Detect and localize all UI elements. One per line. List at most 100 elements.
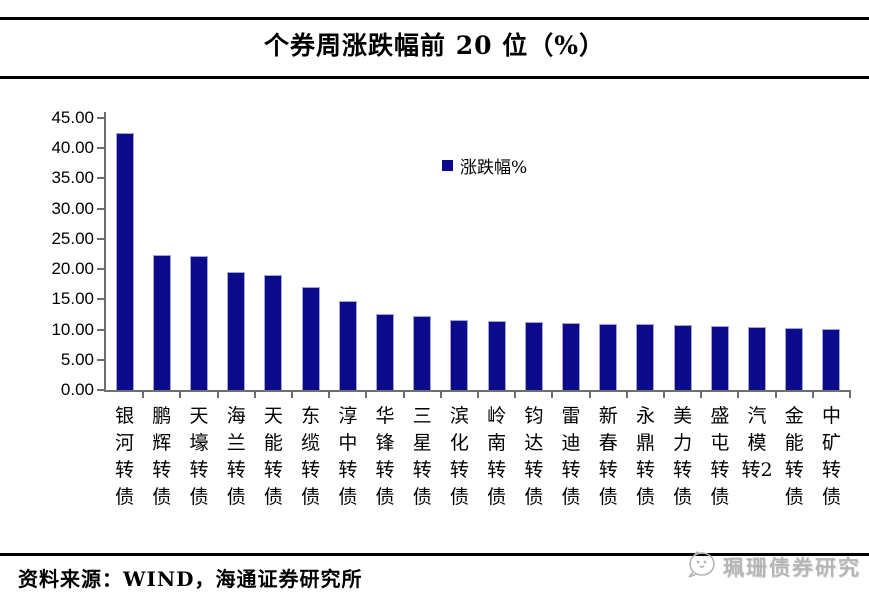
y-tick-label: 25.00 xyxy=(51,228,94,248)
bar-slot xyxy=(515,118,552,390)
bar xyxy=(450,319,469,390)
bar-slot xyxy=(329,118,366,390)
bar xyxy=(822,328,841,390)
bar-slot xyxy=(366,118,403,390)
x-tick-mark xyxy=(625,392,628,398)
category-label: 鹏辉转债 xyxy=(152,405,172,508)
watermark-label: 珮珊债券研究 xyxy=(723,554,861,580)
x-tick-mark xyxy=(291,392,293,398)
bar-slot xyxy=(143,118,180,390)
bar xyxy=(636,324,655,390)
bar xyxy=(338,300,357,390)
x-tick-mark xyxy=(663,392,665,398)
category-label: 雷迪转债 xyxy=(561,405,581,508)
bar-slot xyxy=(590,118,627,390)
bottom-rule xyxy=(0,553,869,556)
y-tick-mark xyxy=(97,207,104,210)
bar xyxy=(785,327,804,390)
plot-area xyxy=(97,112,851,398)
bar-slot xyxy=(404,118,441,390)
bar-series xyxy=(106,118,850,390)
x-tick-mark xyxy=(774,392,777,398)
bar xyxy=(152,254,171,390)
bar-slot xyxy=(441,118,478,390)
y-tick-label: 5.00 xyxy=(60,349,94,369)
y-axis-line xyxy=(104,112,106,392)
source-note: 资料来源：WIND，海通证券研究所 xyxy=(18,567,363,591)
bar xyxy=(524,322,543,390)
y-tick-mark xyxy=(97,298,104,301)
category-label: 新春转债 xyxy=(598,405,618,508)
y-tick-mark xyxy=(97,268,104,271)
x-tick-mark xyxy=(551,392,554,398)
y-tick-mark xyxy=(97,358,104,361)
bar-slot xyxy=(218,118,255,390)
y-tick-label: 40.00 xyxy=(51,138,94,158)
bar-slot xyxy=(180,118,217,390)
bar-slot xyxy=(627,118,664,390)
y-tick-mark xyxy=(97,117,104,119)
bar xyxy=(190,256,208,390)
bar-slot xyxy=(552,118,589,390)
bar-slot xyxy=(292,118,329,390)
category-label: 盛屯转债 xyxy=(710,405,730,508)
category-label: 天壕转债 xyxy=(189,405,209,508)
category-label: 海兰转债 xyxy=(226,405,246,508)
bar-slot xyxy=(776,118,813,390)
y-tick-label: 15.00 xyxy=(51,289,94,309)
x-tick-mark xyxy=(216,392,219,398)
category-label: 永鼎转债 xyxy=(635,405,655,508)
y-axis-labels: 0.00 5.00 10.00 15.00 20.00 25.00 30.00 35.00 40… xyxy=(0,0,94,606)
bar xyxy=(599,323,618,390)
y-tick-mark xyxy=(97,389,104,391)
x-tick-mark xyxy=(811,392,814,398)
title-underline-rule xyxy=(0,76,869,79)
x-tick-mark xyxy=(477,392,479,398)
category-label: 美力转债 xyxy=(673,405,693,508)
x-tick-mark xyxy=(849,392,851,398)
y-tick-mark xyxy=(97,328,104,331)
x-tick-mark xyxy=(142,392,145,398)
x-tick-mark xyxy=(365,392,368,398)
bar-slot xyxy=(701,118,738,390)
bar xyxy=(115,133,134,390)
bar-slot xyxy=(813,118,850,390)
y-tick-label: 45.00 xyxy=(51,108,94,127)
category-label: 三星转债 xyxy=(412,405,432,508)
y-tick-mark xyxy=(97,237,104,240)
category-label: 中矿转债 xyxy=(821,405,841,508)
chart-title: 个券周涨跌幅前 20 位（%） xyxy=(264,31,605,60)
bar-slot xyxy=(478,118,515,390)
legend: 涨跌幅% xyxy=(442,153,527,178)
x-tick-mark xyxy=(328,392,331,398)
watermark: 珮珊债券研究 xyxy=(686,550,861,583)
legend-label: 涨跌幅% xyxy=(460,158,528,178)
x-tick-mark xyxy=(700,392,703,398)
y-tick-label: 35.00 xyxy=(51,168,94,188)
category-label: 天能转债 xyxy=(263,405,283,508)
y-tick-label: 10.00 xyxy=(51,319,94,339)
category-label: 银河转债 xyxy=(115,405,135,508)
x-tick-mark xyxy=(514,392,517,398)
bar xyxy=(227,271,246,390)
category-label: 岭南转债 xyxy=(487,405,507,508)
bird-logo-icon xyxy=(686,550,718,583)
bar-slot xyxy=(738,118,775,390)
y-tick-label: 30.00 xyxy=(51,198,94,218)
x-tick-mark xyxy=(402,392,405,398)
category-label: 滨化转债 xyxy=(449,405,469,508)
bar xyxy=(413,316,432,390)
category-label: 华锋转债 xyxy=(375,405,395,508)
bar-slot xyxy=(255,118,292,390)
bar xyxy=(673,324,692,390)
category-label: 东缆转债 xyxy=(301,405,321,508)
x-tick-mark xyxy=(737,392,740,398)
x-tick-mark xyxy=(439,392,442,398)
x-axis-line xyxy=(104,390,851,392)
bar xyxy=(301,287,320,390)
x-axis-category-labels: 银河转债鹏辉转债天壕转债海兰转债天能转债东缆转债淳中转债华锋转债三星转债滨化转债… xyxy=(106,403,850,511)
x-tick-mark xyxy=(179,392,182,398)
bar xyxy=(562,322,581,390)
x-tick-mark xyxy=(253,392,256,398)
x-tick-mark xyxy=(588,392,591,398)
